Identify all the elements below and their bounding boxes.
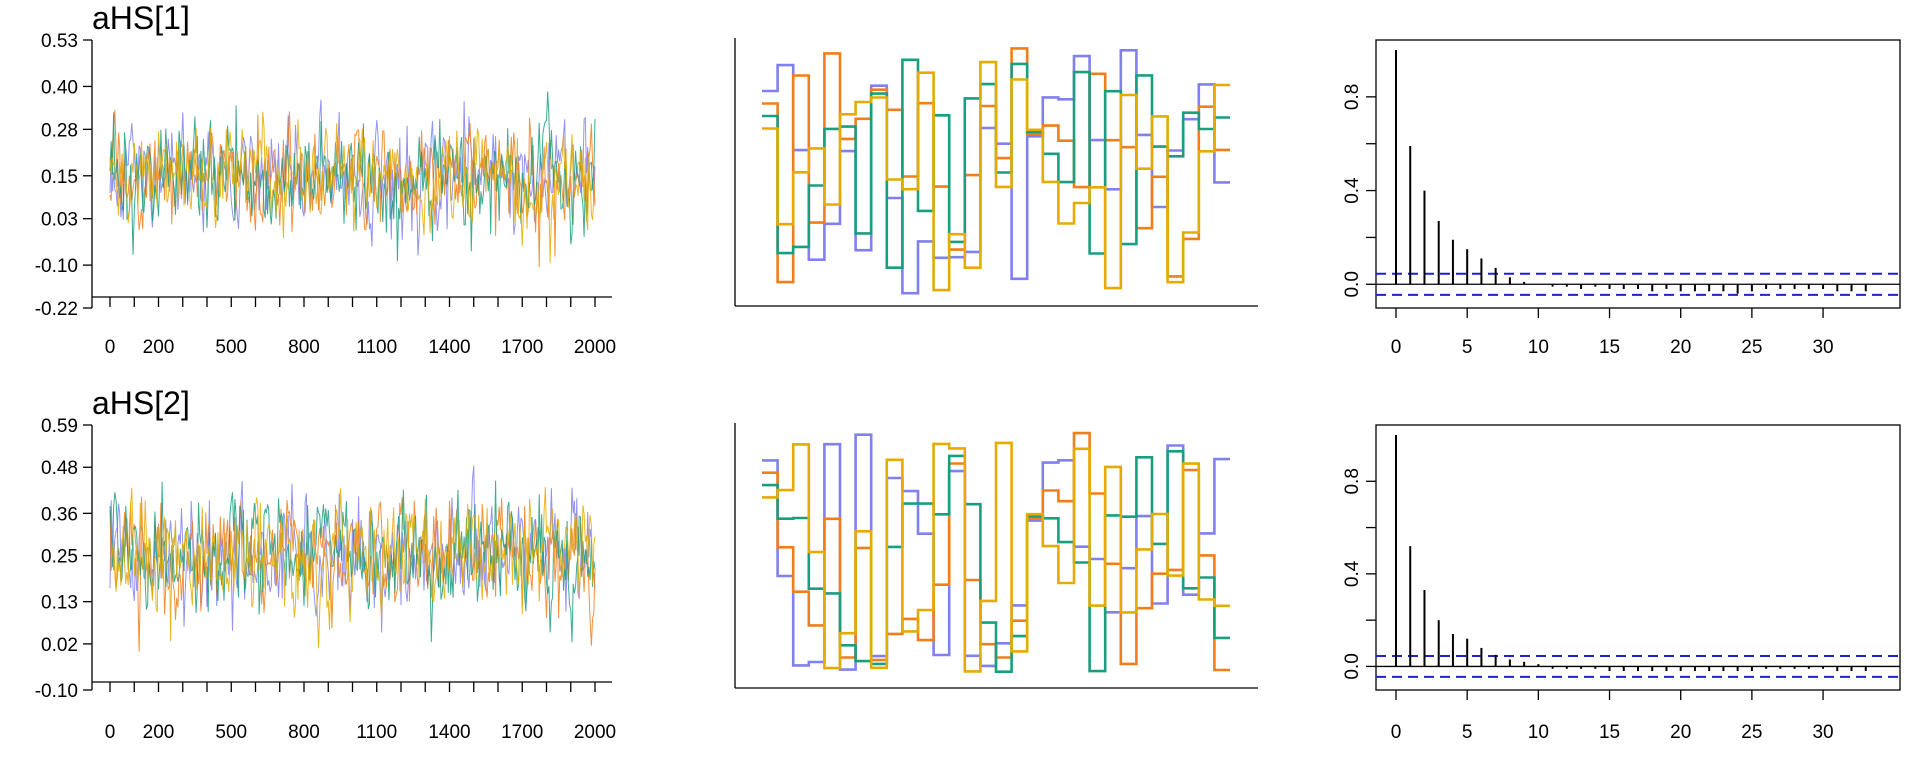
x-tick-label: 2000 [574,337,616,358]
acf-x-tick-label: 5 [1462,722,1473,743]
trace-title: aHS[1] [92,0,190,36]
acf-x-tick-label: 5 [1462,337,1473,358]
y-tick-label: -0.10 [35,256,78,277]
y-tick-label: 0.48 [41,458,78,479]
y-tick-label: -0.22 [35,299,78,320]
acf-x-tick-label: 25 [1741,337,1762,358]
acf-plot-1: 0 5 10 15 20 25 30 0.0 0.4 0.8 [1342,39,1901,358]
acf-frame [1375,424,1901,691]
x-tick-label: 200 [143,337,175,358]
trank-plot-1 [734,38,1258,307]
y-tick-label: 0.15 [41,167,78,188]
x-tick-label: 0 [105,337,116,358]
trank-series-chain-4 [762,441,1230,673]
trace-series-chain-3 [109,480,596,643]
trank-series-chain-3 [762,450,1230,673]
acf-x-tick-label: 0 [1391,337,1402,358]
x-tick-label: 0 [105,722,116,743]
x-tick-label: 1100 [356,337,397,358]
x-tick-label: 1700 [501,337,543,358]
trace-title: aHS[2] [92,385,190,421]
y-tick-label: 0.36 [41,504,78,525]
acf-y-tick-label: 0.4 [1342,177,1363,204]
acf-y-tick-label: 0.0 [1342,271,1363,297]
acf-x-tick-label: 15 [1599,722,1620,743]
y-tick-label: 0.59 [41,416,78,437]
x-tick-label: 1400 [428,337,470,358]
acf-y-tick-label: 0.8 [1342,468,1363,494]
trace-series-chain-2 [109,109,596,268]
x-tick-label: 1700 [501,722,543,743]
acf-y-tick-label: 0.0 [1342,653,1363,679]
x-tick-label: 500 [215,337,247,358]
trace-plot-2: aHS[2] -0.10 0.02 0.13 0.25 0.36 0.48 0.59 0 200 5… [35,385,616,743]
acf-x-tick-label: 20 [1670,337,1691,358]
acf-x-tick-label: 30 [1812,722,1833,743]
x-tick-label: 200 [143,722,175,743]
acf-y-tick-label: 0.4 [1342,560,1363,587]
trace-plot-1: aHS[1] -0.22 -0.10 0.03 0.15 0.28 0.40 0.53 0 200… [35,0,616,358]
y-tick-label: 0.40 [41,77,78,98]
acf-x-tick-label: 30 [1812,337,1833,358]
acf-frame [1375,39,1901,309]
x-tick-label: 500 [215,722,247,743]
trank-series-chain-4 [762,60,1230,292]
trank-plot-2 [734,423,1258,689]
x-tick-label: 2000 [574,722,616,743]
x-tick-label: 1100 [356,722,397,743]
y-tick-label: 0.28 [41,120,78,141]
acf-plot-2: 0 5 10 15 20 25 30 0.0 0.4 0.8 [1342,424,1901,743]
y-tick-label: 0.13 [41,593,78,614]
trace-series-chain-4 [109,487,596,649]
y-tick-label: 0.03 [41,210,78,231]
x-tick-label: 800 [288,337,320,358]
acf-x-tick-label: 20 [1670,722,1691,743]
y-tick-label: -0.10 [35,681,78,702]
acf-x-tick-label: 10 [1528,722,1549,743]
x-tick-label: 800 [288,722,320,743]
trace-series-chain-4 [109,111,596,264]
y-tick-label: 0.02 [41,635,78,656]
acf-x-tick-label: 15 [1599,337,1620,358]
acf-x-tick-label: 10 [1528,337,1549,358]
acf-x-tick-label: 25 [1741,722,1762,743]
y-tick-label: 0.53 [41,31,78,52]
acf-y-tick-label: 0.8 [1342,84,1363,110]
y-tick-label: 0.25 [41,547,78,568]
x-tick-label: 1400 [428,722,470,743]
acf-x-tick-label: 0 [1391,722,1402,743]
